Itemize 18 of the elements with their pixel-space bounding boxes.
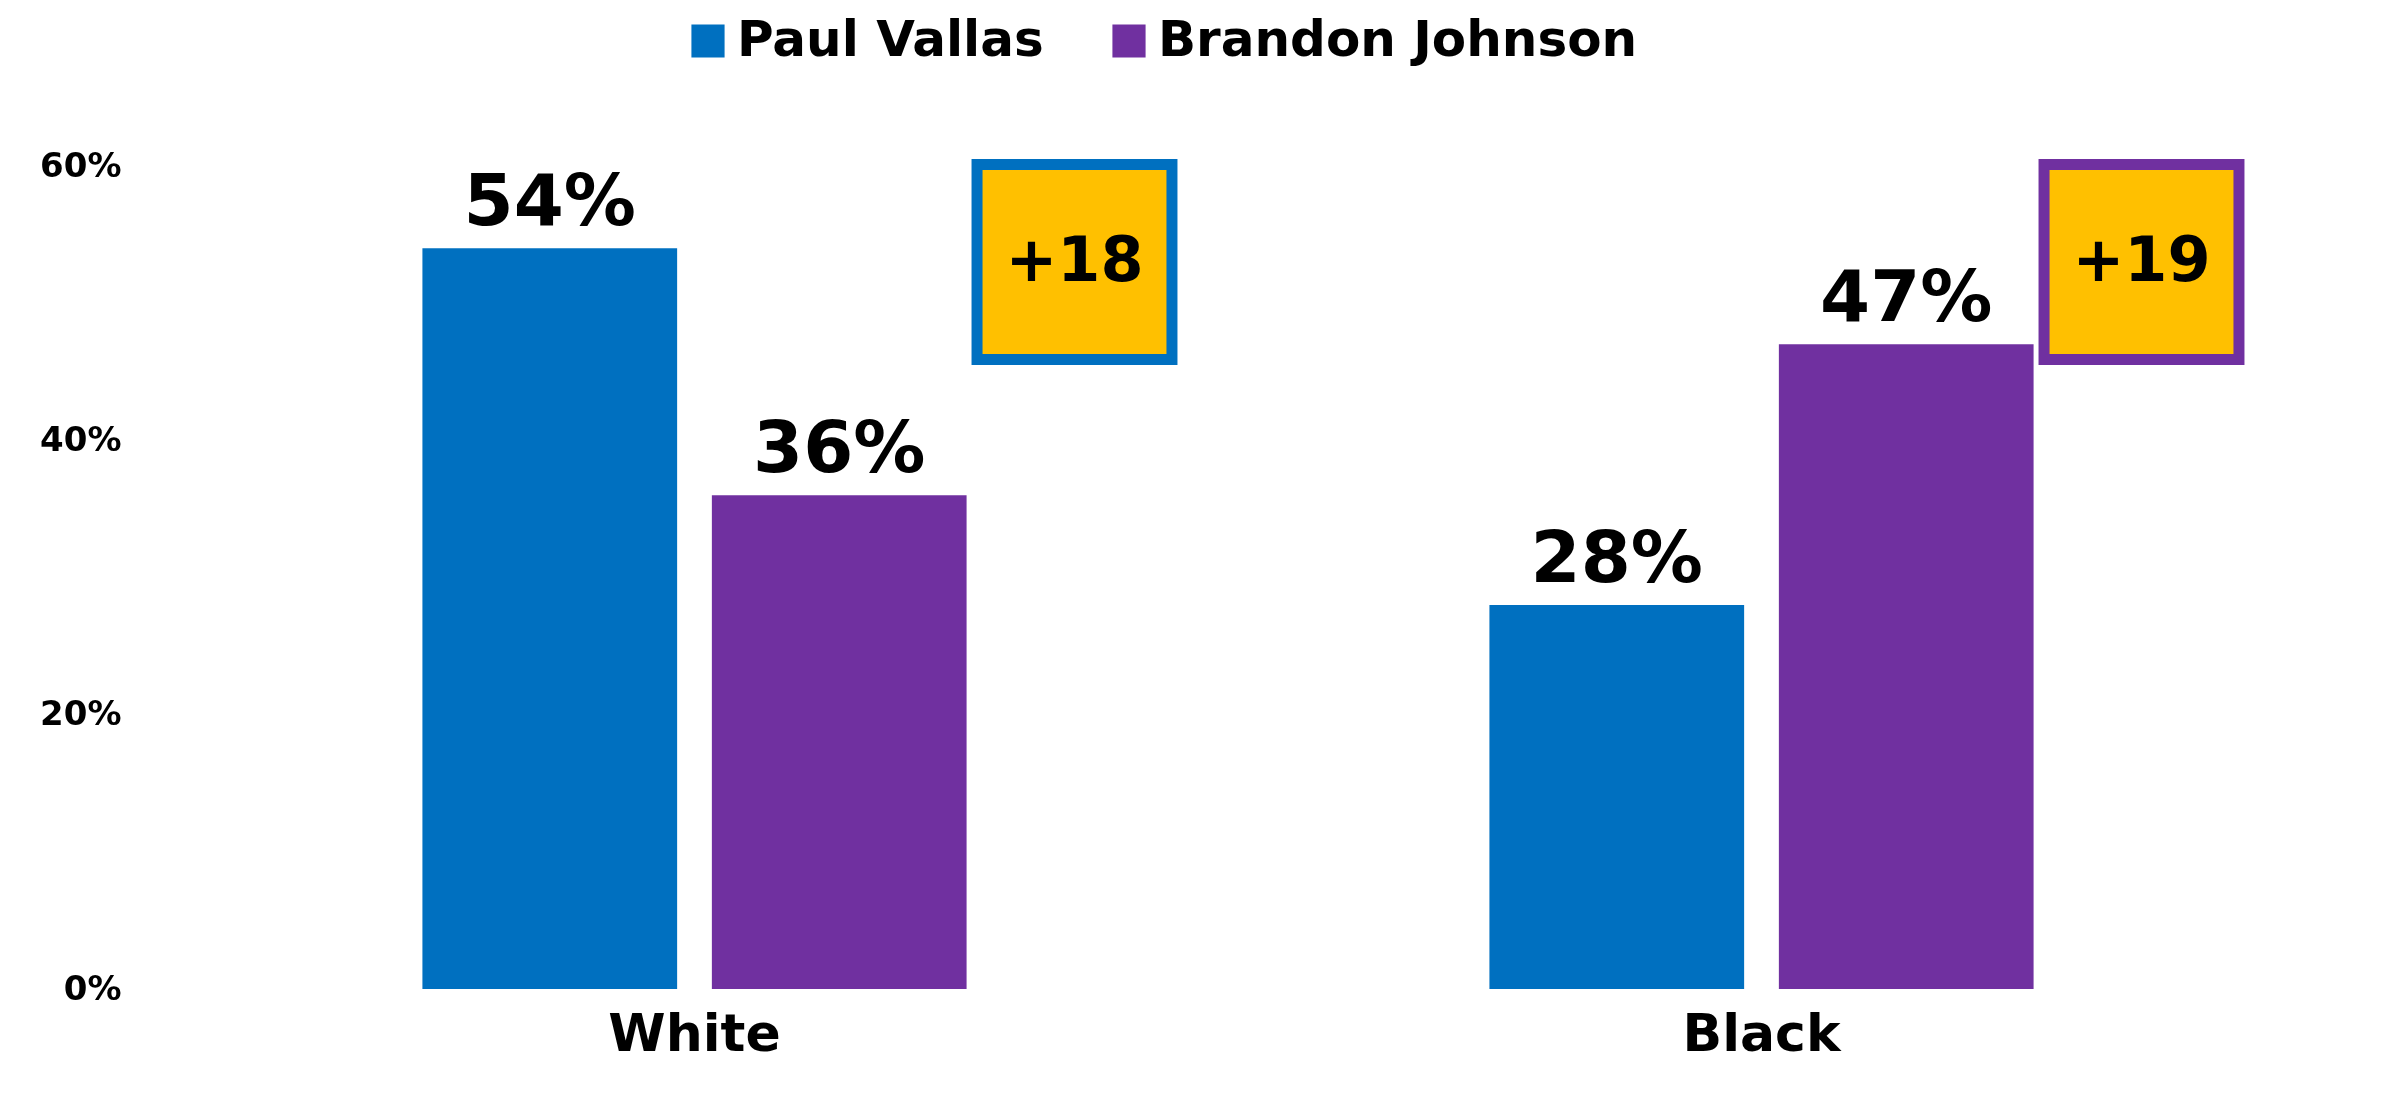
y-tick-label: 0% [63, 967, 122, 1008]
y-tick-label: 20% [40, 693, 122, 734]
annotation: +19 [2072, 223, 2211, 296]
annotation: +18 [1005, 223, 1144, 296]
bar [1489, 604, 1745, 989]
data-label: 36% [753, 405, 926, 490]
legend-label: Brandon Johnson [1158, 10, 1638, 68]
y-tick-label: 60% [40, 144, 122, 185]
x-tick-label: Black [1682, 1002, 1842, 1063]
bar [1778, 344, 2034, 989]
data-label: 28% [1530, 514, 1703, 599]
legend-label: Paul Vallas [737, 10, 1044, 68]
data-label: 54% [463, 158, 636, 243]
y-tick-label: 40% [40, 418, 122, 459]
bar [422, 248, 678, 989]
bar [711, 495, 967, 989]
data-label: 47% [1820, 254, 1993, 339]
x-tick-label: White [608, 1002, 781, 1063]
